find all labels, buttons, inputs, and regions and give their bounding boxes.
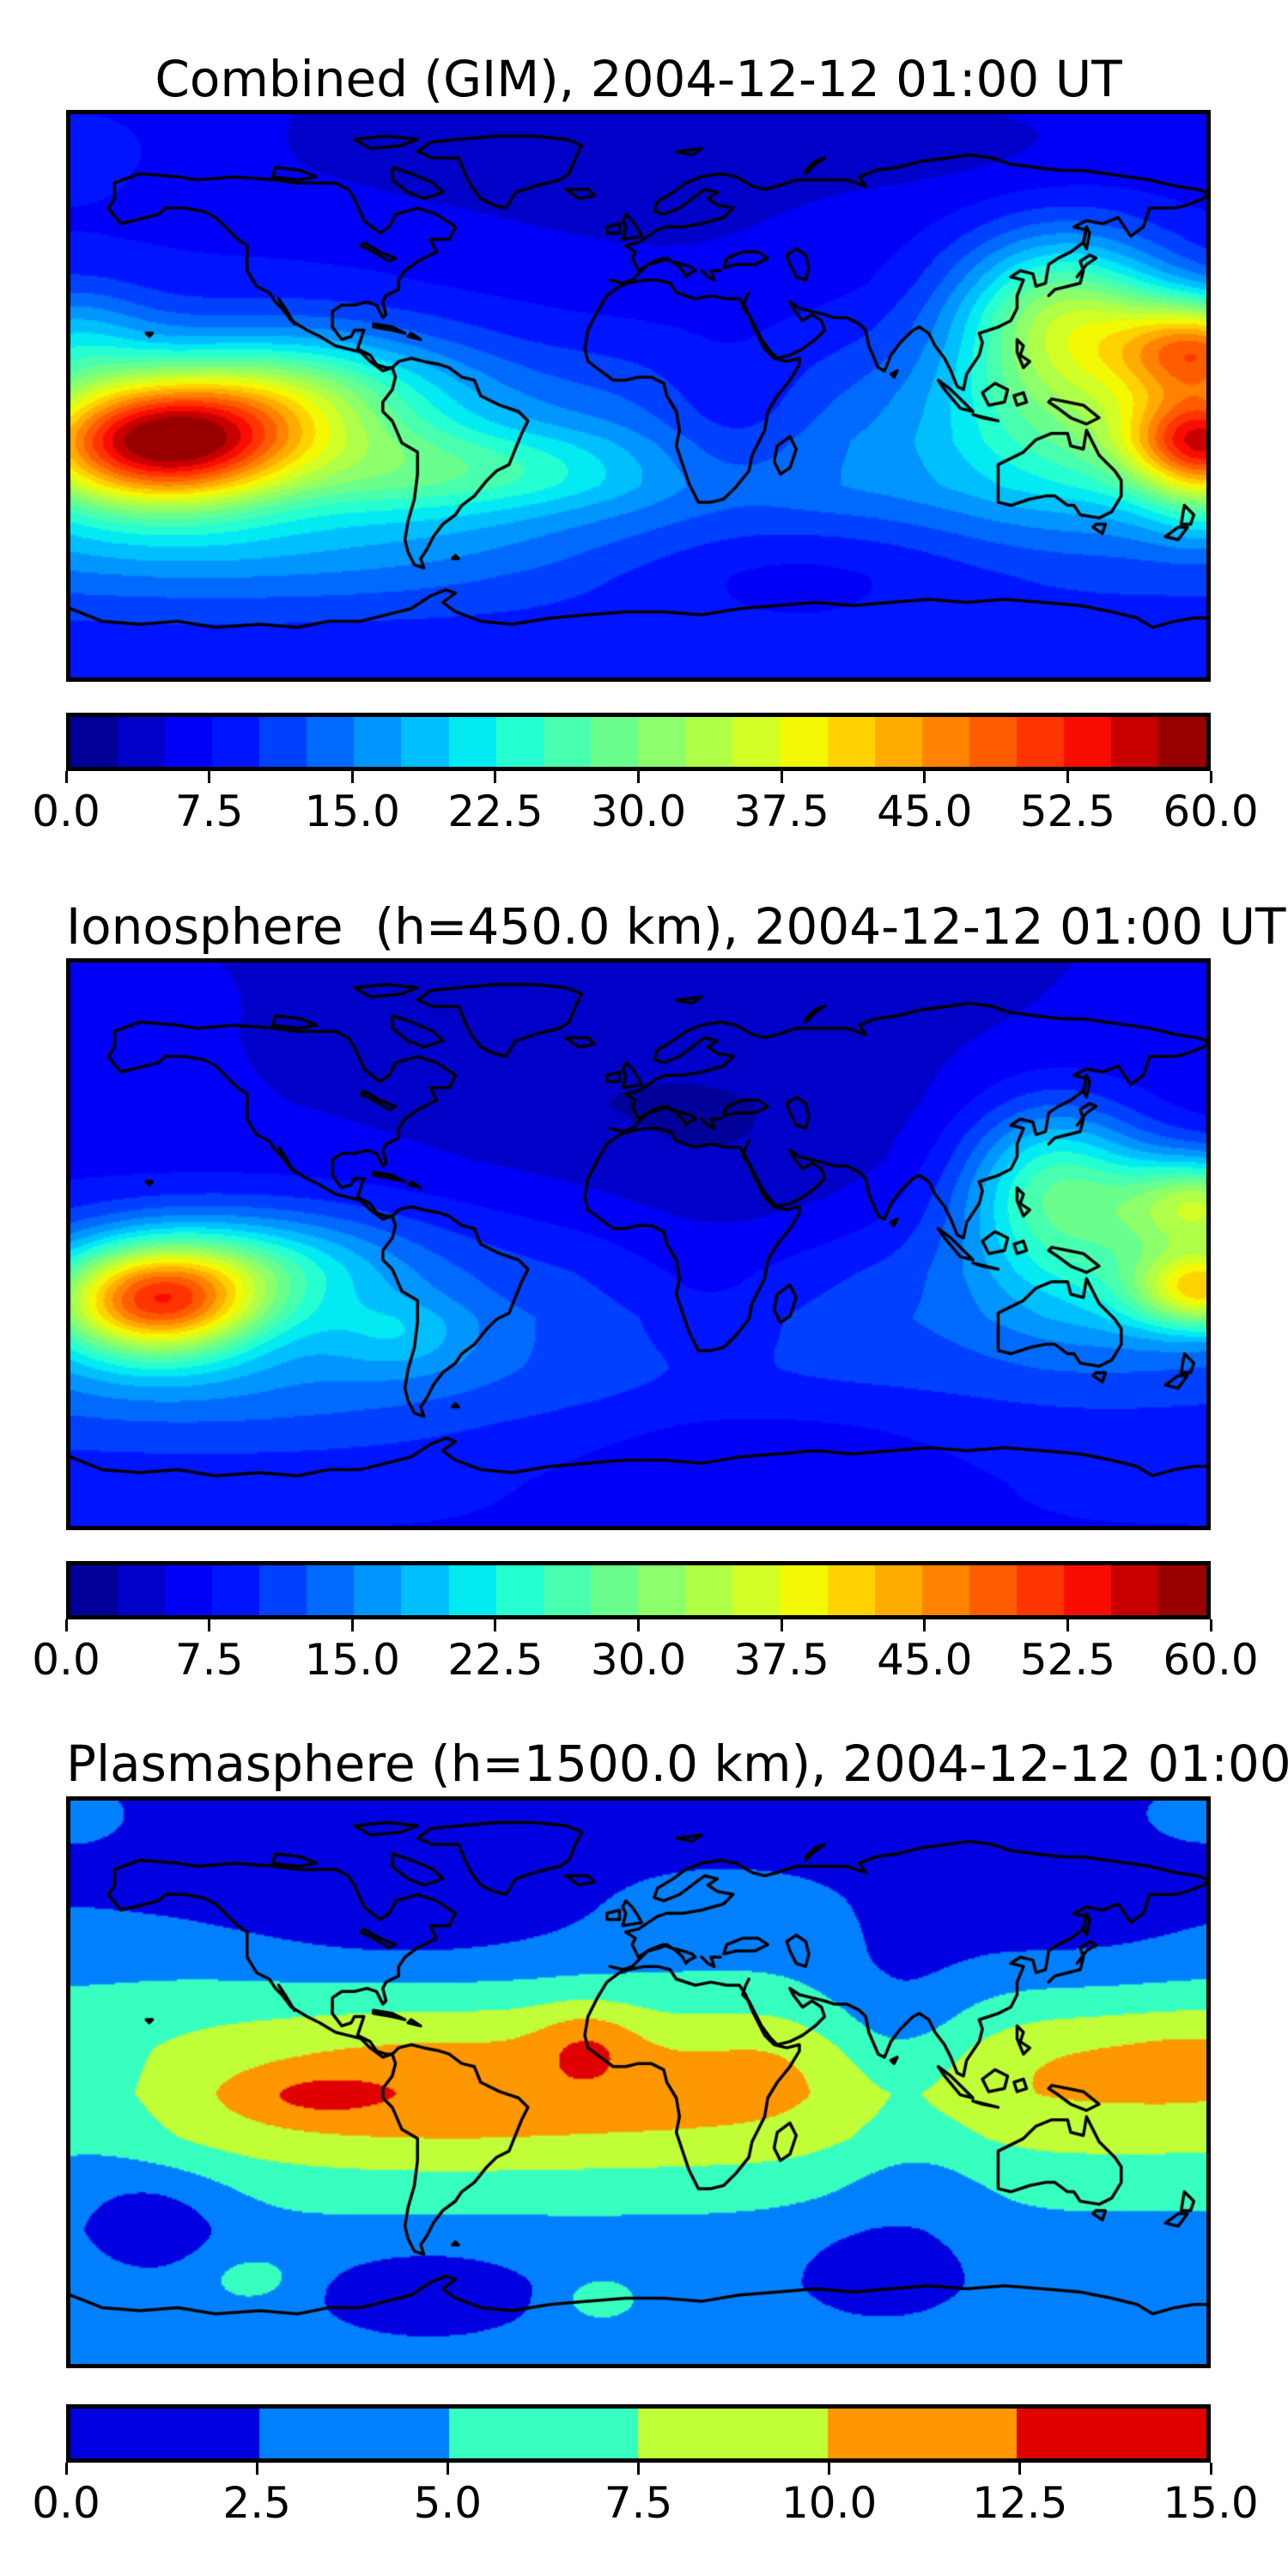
colorbar-tick-label: 37.5 [733,787,829,836]
colorbar-tick-label: 7.5 [174,1635,244,1685]
colorbar-labels-ionosphere: 0.0 7.5 15.0 22.5 30.0 37.5 45.0 52.5 60.0 [32,1635,1258,1685]
colorbar-tick-label: 15.0 [304,787,400,836]
colorbar-ticks-combined-gim [64,771,1212,783]
colorbar-tick-label: 10.0 [781,2478,878,2528]
colorbar-tick-label: 7.5 [174,787,244,836]
colorbar-tick-label: 15.0 [1163,2478,1259,2528]
colorbar-tick [446,2463,449,2475]
colorbar-tick-label: 7.5 [604,2478,673,2528]
colorbar-tick-label: 12.5 [972,2478,1068,2528]
colorbar-tick-label: 0.0 [32,787,100,836]
colorbar-canvas-plasmasphere [66,2404,1211,2463]
colorbar-tick [828,2463,831,2475]
colorbar-tick-label: 45.0 [877,787,973,836]
colorbar-tick [494,771,497,783]
colorbar-tick [64,771,68,783]
colorbar-tick [637,771,640,783]
map-canvas-combined-gim [66,110,1211,682]
colorbar-tick [780,1619,783,1631]
colorbar-tick-label: 60.0 [1163,1635,1259,1685]
colorbar-ticks-plasmasphere [64,2463,1212,2475]
colorbar-tick [1066,771,1069,783]
colorbar-tick-label: 15.0 [304,1635,400,1685]
panel-title-ionosphere: Ionosphere (h=450.0 km), 2004-12-12 01:0… [66,897,1286,956]
colorbar-tick [923,771,927,783]
colorbar-tick [350,771,354,783]
colorbar-tick-label: 60.0 [1163,787,1259,836]
colorbar-tick-label: 22.5 [447,1635,544,1685]
colorbar-tick-label: 22.5 [447,787,544,836]
colorbar-tick-label: 0.0 [32,1635,100,1685]
colorbar-canvas-ionosphere [66,1561,1211,1619]
colorbar-tick [780,771,783,783]
colorbar-tick [208,1619,211,1631]
colorbar-tick [64,2463,68,2475]
panel-title-plasmasphere: Plasmasphere (h=1500.0 km), 2004-12-12 0… [66,1735,1288,1793]
colorbar-canvas-combined-gim [66,713,1211,771]
colorbar-tick [208,771,211,783]
colorbar-tick-label: 30.0 [590,1635,687,1685]
colorbar-labels-plasmasphere: 0.0 2.5 5.0 7.5 10.0 12.5 15.0 [32,2478,1258,2528]
colorbar-tick [350,1619,354,1631]
colorbar-tick-label: 37.5 [733,1635,829,1685]
colorbar-tick [1018,2463,1022,2475]
map-canvas-ionosphere [66,958,1211,1530]
colorbar-tick-label: 2.5 [222,2478,291,2528]
panel-title-combined-gim: Combined (GIM), 2004-12-12 01:00 UT [155,50,1122,108]
colorbar-tick [923,1619,927,1631]
colorbar-tick [255,2463,258,2475]
colorbar-tick-label: 52.5 [1019,787,1116,836]
colorbar-tick-label: 30.0 [590,787,687,836]
colorbar-tick [494,1619,497,1631]
colorbar-tick [1066,1619,1069,1631]
colorbar-tick [637,2463,640,2475]
colorbar-tick-label: 45.0 [877,1635,973,1685]
colorbar-ticks-ionosphere [64,1619,1212,1631]
colorbar-labels-combined-gim: 0.0 7.5 15.0 22.5 30.0 37.5 45.0 52.5 60.0 [32,787,1258,836]
colorbar-tick [1209,1619,1212,1631]
colorbar-tick [64,1619,68,1631]
colorbar-tick [1209,771,1212,783]
colorbar-tick-label: 52.5 [1019,1635,1116,1685]
colorbar-tick [1209,2463,1212,2475]
colorbar-tick [637,1619,640,1631]
colorbar-tick-label: 0.0 [32,2478,100,2528]
map-canvas-plasmasphere [66,1796,1211,2368]
colorbar-tick-label: 5.0 [413,2478,483,2528]
